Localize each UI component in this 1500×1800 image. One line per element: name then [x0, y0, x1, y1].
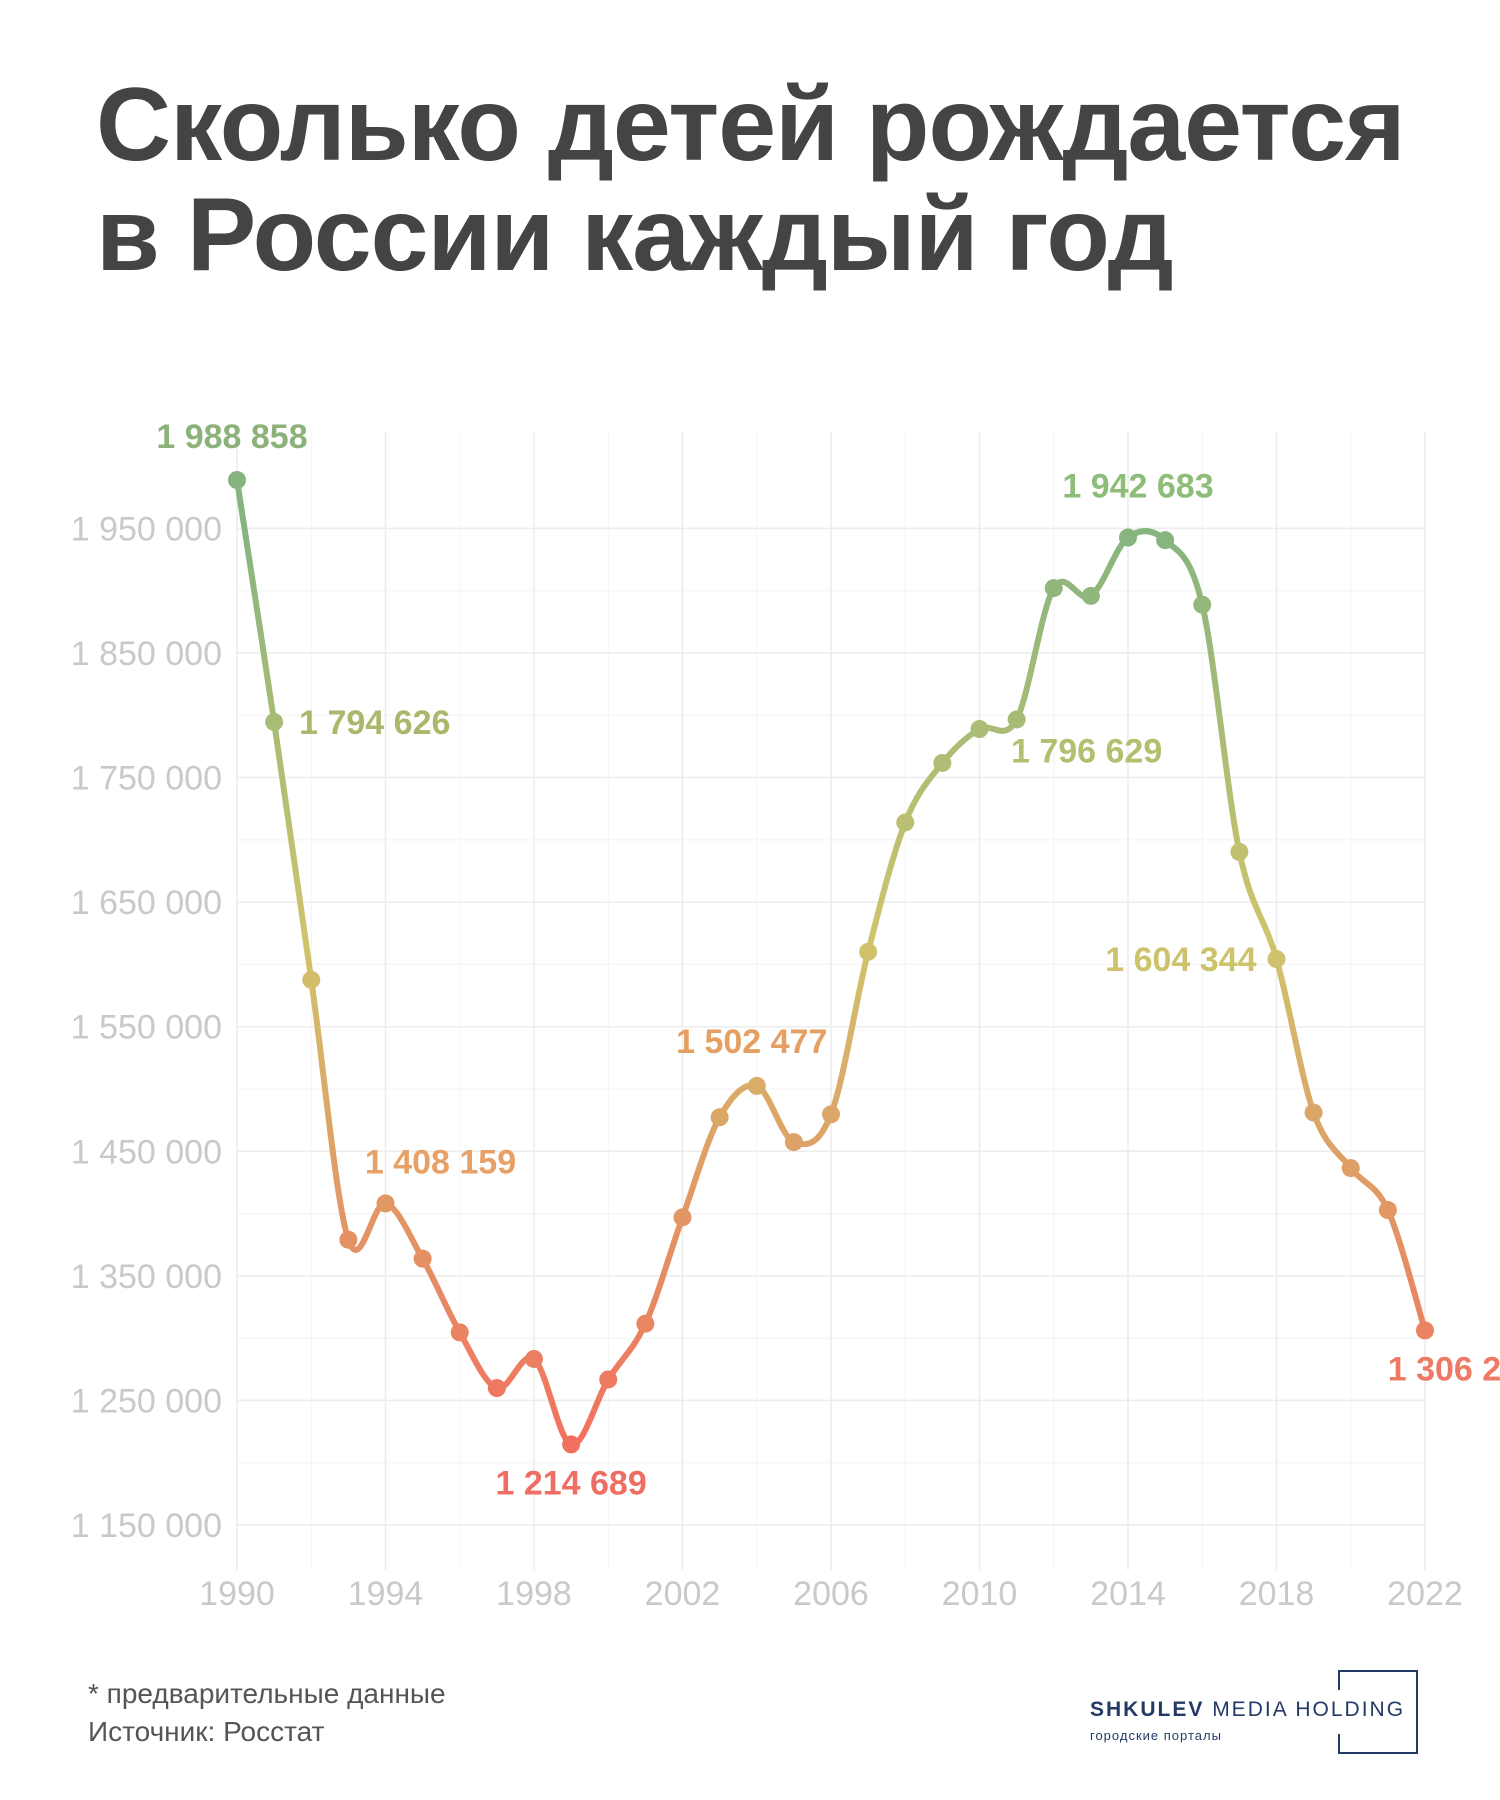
data-point — [228, 471, 246, 489]
data-point — [599, 1370, 618, 1389]
y-tick-label: 1 950 000 — [71, 510, 222, 548]
births-line-chart: 1 950 000 1 850 000 1 750 000 1 650 000 1 55… — [71, 418, 1500, 1613]
data-point — [450, 1323, 469, 1342]
data-point — [1081, 586, 1100, 605]
data-point — [1267, 950, 1286, 969]
data-point — [784, 1133, 803, 1152]
data-label: 1 502 477 — [676, 1023, 827, 1061]
data-point — [487, 1379, 506, 1398]
data-point — [562, 1435, 581, 1454]
data-label: 1 214 689 — [495, 1464, 646, 1502]
data-label: 1 942 683 — [1062, 468, 1213, 506]
data-point — [525, 1349, 543, 1368]
data-point — [302, 970, 321, 989]
data-point — [1230, 842, 1249, 861]
data-point — [1156, 531, 1175, 550]
x-tick-label: 1994 — [348, 1575, 424, 1613]
data-point — [1378, 1201, 1397, 1220]
y-tick-label: 1 250 000 — [71, 1382, 222, 1420]
data-labels: 1 988 858 1 794 626 1 408 159 1 214 689 1 50… — [156, 418, 1500, 1502]
data-point — [413, 1249, 432, 1268]
data-point — [970, 720, 989, 739]
data-label: 1 796 629 — [1011, 732, 1162, 770]
data-point — [896, 813, 915, 832]
logo-tagline: городские порталы — [1090, 1728, 1222, 1743]
x-tick-label: 2022 — [1387, 1575, 1463, 1613]
x-axis-ticks: 1990 1994 1998 2002 2006 2010 2014 2018 2022 — [199, 1575, 1463, 1613]
x-tick-label: 1998 — [496, 1575, 572, 1613]
data-point — [1007, 710, 1026, 729]
data-label: 1 794 626 — [299, 704, 450, 742]
data-points — [228, 471, 1434, 1454]
data-point — [636, 1314, 655, 1333]
y-axis-ticks: 1 950 000 1 850 000 1 750 000 1 650 000 1 55… — [71, 510, 222, 1545]
publisher-logo: SHKULEV MEDIA HOLDING городские порталы — [1090, 1670, 1420, 1756]
y-tick-label: 1 850 000 — [71, 635, 222, 673]
data-point — [747, 1076, 766, 1095]
y-tick-label: 1 350 000 — [71, 1258, 222, 1296]
data-point — [710, 1108, 729, 1127]
data-label: 1 988 858 — [156, 418, 307, 456]
data-point — [1341, 1159, 1360, 1178]
data-point — [1044, 579, 1063, 598]
y-tick-label: 1 450 000 — [71, 1133, 222, 1171]
data-point — [265, 712, 284, 731]
x-tick-label: 2006 — [793, 1575, 869, 1613]
y-tick-label: 1 650 000 — [71, 884, 222, 922]
data-point — [822, 1105, 840, 1124]
data-point — [339, 1230, 358, 1249]
y-tick-label: 1 550 000 — [71, 1009, 222, 1047]
x-tick-label: 2010 — [942, 1575, 1018, 1613]
data-point — [859, 942, 878, 961]
data-label: 1 306 200* — [1388, 1350, 1500, 1388]
x-tick-label: 2018 — [1239, 1575, 1315, 1613]
chart-title: Сколько детей рождается в России каждый … — [96, 70, 1436, 290]
x-tick-label: 2014 — [1090, 1575, 1166, 1613]
data-point — [1304, 1103, 1323, 1122]
chart-title-line1: Сколько детей рождается — [96, 67, 1406, 183]
logo-brand-bold: SHKULEV — [1090, 1698, 1205, 1721]
y-tick-label: 1 750 000 — [71, 760, 222, 798]
chart-title-line2: в России каждый год — [96, 177, 1174, 293]
data-point — [933, 753, 952, 772]
footnote: * предварительные данные Источник: Росст… — [88, 1675, 446, 1751]
data-label: 1 604 344 — [1105, 941, 1256, 979]
logo-brand-rest: MEDIA HOLDING — [1204, 1698, 1406, 1721]
grid — [236, 432, 1426, 1570]
footnote-note: * предварительные данные — [88, 1678, 446, 1709]
x-tick-label: 1990 — [199, 1575, 275, 1613]
data-point — [1193, 595, 1212, 614]
data-point — [1416, 1321, 1434, 1340]
data-point — [673, 1208, 692, 1227]
footnote-source: Источник: Росстат — [88, 1716, 325, 1747]
data-point — [376, 1194, 395, 1213]
y-tick-label: 1 150 000 — [71, 1507, 222, 1545]
data-point — [1119, 528, 1137, 547]
logo-frame — [1338, 1670, 1418, 1754]
data-label: 1 408 159 — [365, 1143, 516, 1181]
x-tick-label: 2002 — [645, 1575, 721, 1613]
